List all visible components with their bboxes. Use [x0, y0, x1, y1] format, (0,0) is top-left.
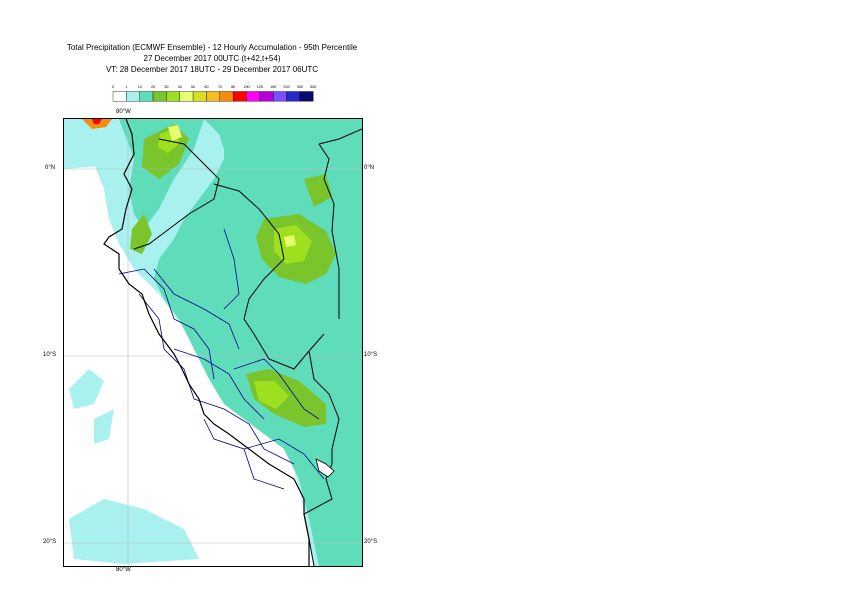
chart-title: Total Precipitation (ECMWF Ensemble) - 1… [66, 43, 358, 52]
colorbar-tick-label: 50 [191, 85, 195, 89]
colorbar-tick-label: 0 [112, 85, 114, 89]
colorbar-tick-label: 125 [257, 85, 263, 89]
colorbar-swatch [246, 91, 261, 102]
colorbar-tick-label: 200 [283, 85, 289, 89]
lat-label-20s-left: 20°S [43, 539, 57, 545]
valid-time: VT: 28 December 2017 18UTC - 29 December… [105, 65, 319, 74]
map-panel [63, 118, 363, 567]
colorbar-swatch [232, 91, 247, 102]
colorbar-tick-label: 10 [138, 85, 142, 89]
colorbar-swatch [179, 91, 194, 102]
colorbar-tick-label: 1 [125, 85, 127, 89]
colorbar-swatch [219, 91, 234, 102]
lat-label-equator-left: 0°N [45, 165, 56, 171]
colorbar-swatch [112, 91, 127, 102]
colorbar-swatch [259, 91, 274, 102]
colorbar-tick-label: 100 [243, 85, 249, 89]
colorbar-swatch [192, 91, 207, 102]
colorbar-swatch [286, 91, 301, 102]
base-time: 27 December 2017 00UTC (t+42,t+54) [143, 54, 281, 63]
colorbar-swatch [126, 91, 140, 102]
precipitation-map [64, 119, 362, 566]
colorbar-swatch [152, 91, 167, 102]
lat-label-20s-right: 20°S [364, 539, 378, 545]
region-borders [118, 228, 325, 490]
lat-label-10s-right: 10°S [364, 352, 378, 358]
colorbar-swatch [299, 91, 314, 102]
colorbar-swatch [166, 91, 180, 102]
lon-label-bottom: 80°W [116, 567, 131, 573]
precip-yellow-field [168, 125, 296, 247]
coastline [103, 119, 310, 566]
colorbar-tick-label: 80 [231, 85, 235, 89]
colorbar-swatch [139, 91, 154, 102]
lon-label-top: 80°W [116, 109, 131, 115]
colorbar-swatch [273, 91, 287, 102]
colorbar-tick-label: 70 [218, 85, 222, 89]
colorbar-tick-label: 500 [310, 85, 316, 89]
colorbar-tick-label: 20 [151, 85, 155, 89]
precip-red-field [92, 119, 102, 124]
colorbar-legend: 0 1 10 20 30 40 50 60 70 80 100 125 150 200 300 500 [112, 85, 316, 102]
colorbar-tick-label: 40 [178, 85, 182, 89]
lat-label-equator-right: 0°N [364, 165, 375, 171]
colorbar-tick-label: 300 [297, 85, 303, 89]
colorbar-swatch [206, 91, 220, 102]
colorbar-tick-label: 60 [204, 85, 208, 89]
lake-titicaca [315, 458, 335, 478]
lat-label-10s-left: 10°S [43, 352, 57, 358]
graticule [64, 119, 362, 566]
colorbar-tick-label: 150 [270, 85, 276, 89]
colorbar-tick-label: 30 [164, 85, 168, 89]
